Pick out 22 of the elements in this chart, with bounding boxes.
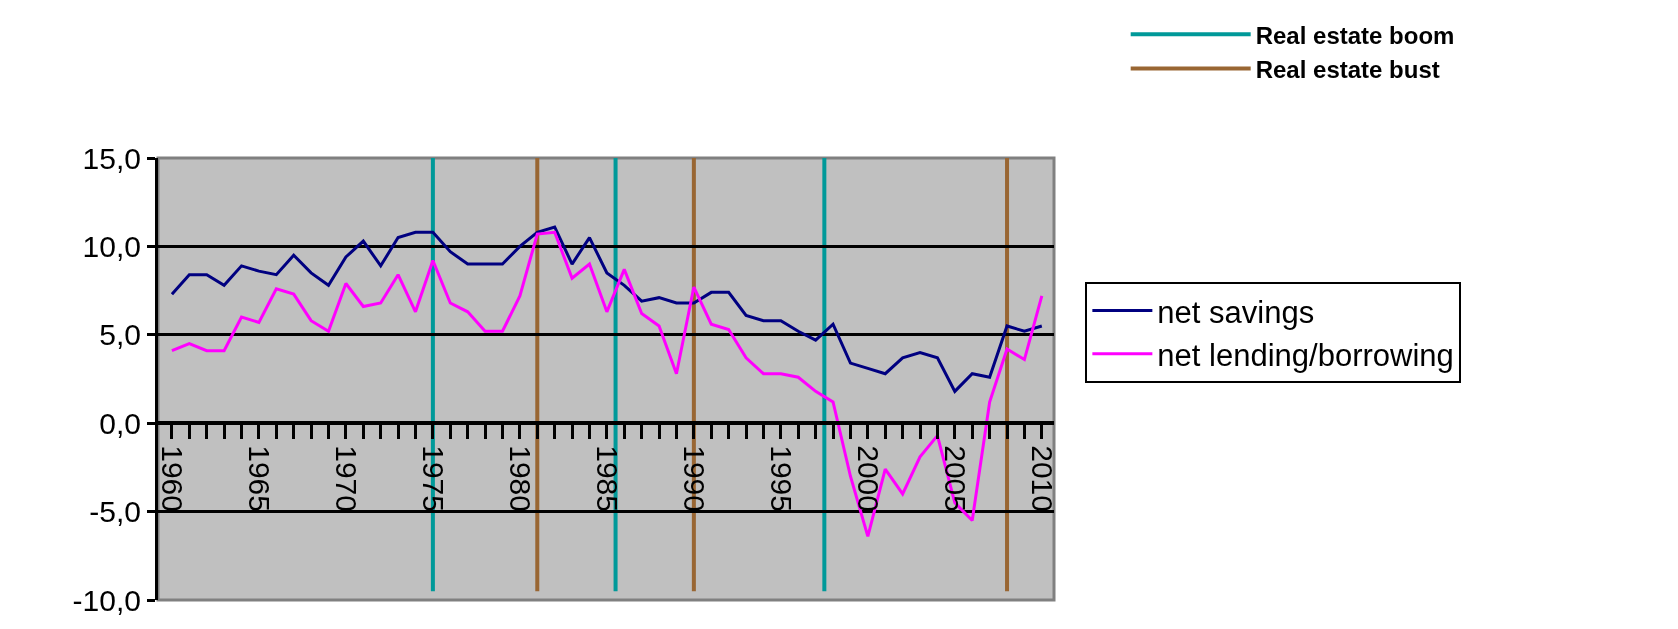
x-tick-label: 2005 [939, 445, 973, 512]
x-tick-label: 1970 [330, 445, 364, 512]
x-tick-label: 1980 [504, 445, 538, 512]
y-tick-label: 5,0 [99, 318, 141, 352]
x-tick-label: 1960 [156, 445, 190, 512]
y-tick-label: -5,0 [89, 495, 141, 529]
x-tick-label: 2000 [852, 445, 886, 512]
line-series [170, 225, 1044, 393]
x-tick-label: 1985 [591, 445, 625, 512]
legend-label: net savings [1157, 294, 1315, 330]
y-tick-label: -10,0 [72, 583, 141, 617]
legend-label: net lending/borrowing [1157, 337, 1454, 373]
y-tick-label: 0,0 [99, 406, 141, 440]
legend-label: Real estate boom [1255, 21, 1455, 49]
y-tick-label: 10,0 [82, 229, 141, 263]
x-tick-label: 2010 [1026, 445, 1060, 512]
legend-label: Real estate bust [1255, 55, 1440, 83]
x-tick-label: 1995 [765, 445, 799, 512]
x-tick-label: 1965 [243, 445, 277, 512]
x-tick-label: 1990 [678, 445, 712, 512]
y-tick-label: 15,0 [82, 141, 141, 175]
x-tick-label: 1975 [417, 445, 451, 512]
